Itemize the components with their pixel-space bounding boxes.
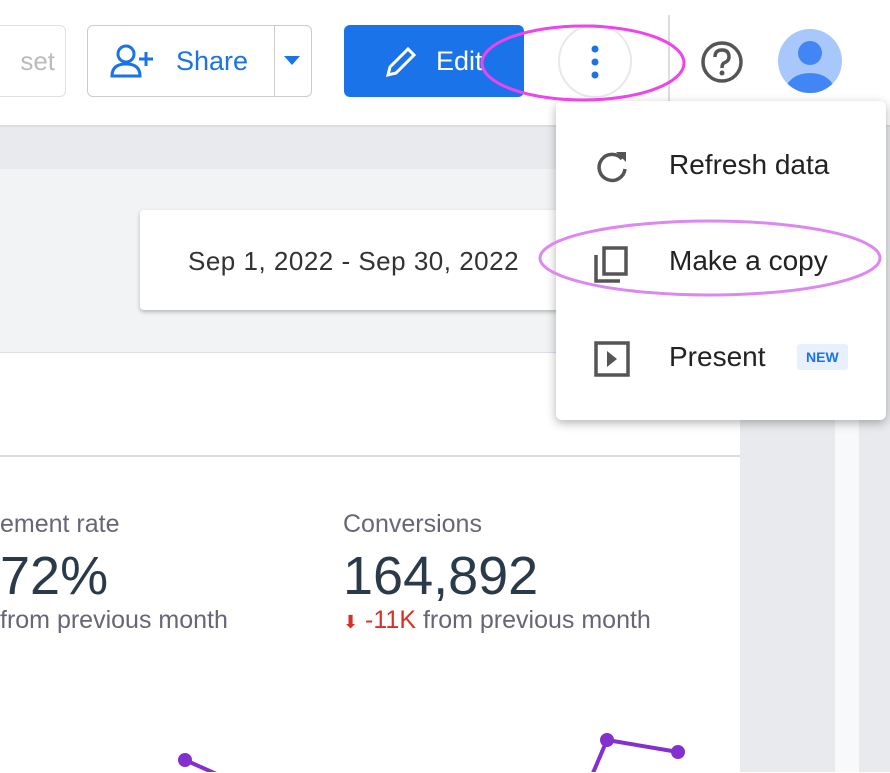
divider	[274, 26, 275, 96]
menu-item[interactable]: Make a copy	[556, 227, 886, 297]
more-icon	[591, 45, 599, 79]
date-range-label: Sep 1, 2022 - Sep 30, 2022	[188, 246, 520, 276]
reset-button[interactable]: set	[0, 25, 66, 97]
delta-value: -11K	[365, 606, 416, 634]
new-badge: NEW	[797, 344, 848, 370]
menu-label: Present	[669, 341, 766, 372]
menu-label: Refresh data	[669, 149, 830, 180]
date-range-control[interactable]: Sep 1, 2022 - Sep 30, 2022	[140, 210, 580, 310]
sparklines	[178, 733, 685, 772]
separator	[0, 455, 740, 457]
share-icon	[110, 44, 153, 78]
report-page	[0, 352, 740, 773]
delta-text: from previous month	[422, 606, 651, 634]
avatar[interactable]	[777, 28, 843, 94]
share-button[interactable]: Share	[87, 25, 312, 97]
scorecard-value: 72%	[0, 546, 109, 606]
help-icon[interactable]	[700, 40, 744, 84]
menu-item[interactable]: Refresh data	[556, 131, 886, 201]
scorecard-delta: ⬇ -11K from previous month	[343, 606, 651, 635]
scorecard-title: ement rate	[0, 510, 120, 538]
edit-label: Edit	[436, 46, 483, 76]
menu-item[interactable]: Present NEW	[556, 323, 886, 393]
more-button[interactable]	[558, 24, 632, 98]
dropdown-icon[interactable]	[284, 56, 300, 66]
scorecard-delta-text: from previous month	[0, 606, 228, 634]
share-label: Share	[176, 46, 249, 76]
divider	[668, 15, 670, 110]
down-arrow: ⬇	[343, 612, 359, 632]
menu-label: Make a copy	[669, 245, 828, 276]
edit-button[interactable]: Edit	[344, 25, 524, 97]
copy-icon	[594, 246, 628, 283]
edit-icon	[385, 46, 417, 78]
scorecard-value: 164,892	[343, 546, 539, 606]
scrollbar[interactable]	[835, 420, 859, 772]
present-icon	[594, 341, 630, 377]
dropdown-menu: Refresh data Make a copy Present NEW	[556, 101, 886, 420]
scorecard-title: Conversions	[343, 510, 482, 538]
refresh-icon	[597, 152, 627, 183]
reset-label: set	[20, 46, 55, 76]
